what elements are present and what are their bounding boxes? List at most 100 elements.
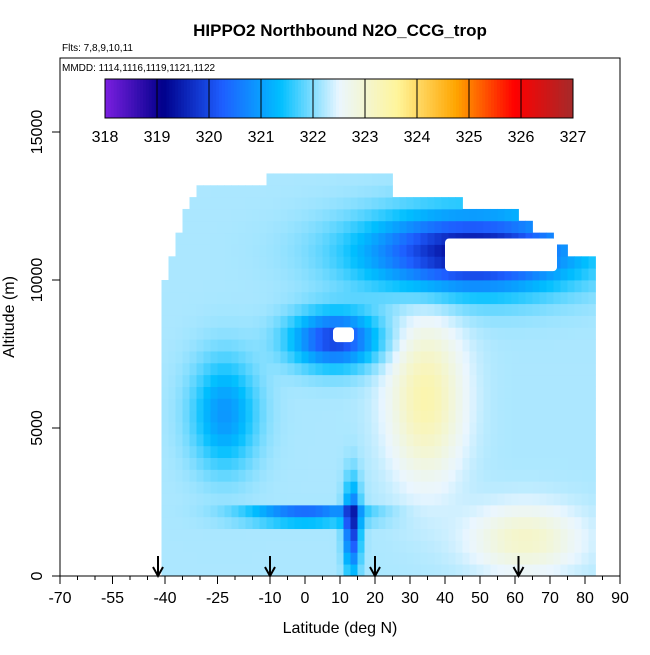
heatmap-cell bbox=[378, 351, 386, 364]
heatmap-cell bbox=[357, 256, 365, 269]
heatmap-cell bbox=[266, 280, 274, 293]
heatmap-cell bbox=[182, 433, 190, 447]
heatmap-cell bbox=[406, 528, 414, 541]
heatmap-cell bbox=[567, 433, 575, 447]
heatmap-cell bbox=[182, 552, 190, 565]
heatmap-cell bbox=[245, 315, 253, 328]
heatmap-cell bbox=[336, 481, 344, 494]
heatmap-cell bbox=[378, 564, 386, 577]
heatmap-cell bbox=[238, 220, 246, 234]
heatmap-cell bbox=[406, 268, 414, 281]
heatmap-cell bbox=[504, 398, 512, 411]
heatmap-cell bbox=[378, 374, 386, 387]
heatmap-cell bbox=[371, 410, 379, 423]
heatmap-cell bbox=[567, 564, 575, 577]
heatmap-cell bbox=[385, 256, 393, 269]
heatmap-cell bbox=[462, 504, 470, 518]
heatmap-cell bbox=[203, 291, 211, 305]
heatmap-cell bbox=[308, 351, 316, 364]
heatmap-cell bbox=[315, 457, 323, 470]
heatmap-cell bbox=[252, 374, 260, 387]
heatmap-cell bbox=[231, 469, 239, 482]
heatmap-cell bbox=[217, 208, 225, 222]
colorbar-swatch bbox=[499, 79, 504, 118]
heatmap-cell bbox=[434, 232, 442, 245]
heatmap-cell bbox=[546, 327, 554, 340]
heatmap-cell bbox=[343, 481, 351, 494]
heatmap-cell bbox=[476, 457, 484, 470]
heatmap-cell bbox=[490, 268, 498, 281]
heatmap-cell bbox=[203, 386, 211, 399]
heatmap-cell bbox=[168, 268, 176, 281]
heatmap-cell bbox=[266, 493, 274, 506]
heatmap-cell bbox=[273, 386, 281, 399]
heatmap-cell bbox=[392, 540, 400, 553]
heatmap-cell bbox=[196, 433, 204, 447]
heatmap-cell bbox=[469, 516, 477, 530]
colorbar-swatch bbox=[300, 79, 305, 118]
colorbar-swatch bbox=[450, 79, 454, 118]
heatmap-cell bbox=[280, 268, 288, 281]
heatmap-cell bbox=[469, 493, 477, 506]
heatmap-cell bbox=[252, 339, 260, 352]
heatmap-cell bbox=[266, 185, 274, 198]
heatmap-cell bbox=[315, 481, 323, 494]
heatmap-cell bbox=[504, 445, 512, 458]
heatmap-cell bbox=[413, 256, 421, 269]
heatmap-cell bbox=[189, 410, 197, 423]
heatmap-cell bbox=[301, 291, 309, 305]
heatmap-cell bbox=[581, 362, 589, 376]
heatmap-cell bbox=[315, 493, 323, 506]
heatmap-cell bbox=[266, 173, 274, 186]
heatmap-cell bbox=[329, 208, 337, 222]
heatmap-cell bbox=[196, 552, 204, 565]
heatmap-cell bbox=[378, 386, 386, 399]
heatmap-cell bbox=[588, 493, 596, 506]
heatmap-cell bbox=[462, 220, 470, 234]
heatmap-cell bbox=[497, 540, 505, 553]
heatmap-cell bbox=[161, 374, 169, 387]
heatmap-cell bbox=[546, 291, 554, 305]
heatmap-cell bbox=[518, 351, 526, 364]
heatmap-cell bbox=[392, 339, 400, 352]
heatmap-cell bbox=[497, 374, 505, 387]
heatmap-cell bbox=[294, 315, 302, 328]
heatmap-cell bbox=[259, 232, 267, 245]
heatmap-cell bbox=[504, 552, 512, 565]
heatmap-cell bbox=[560, 552, 568, 565]
heatmap-cell bbox=[518, 410, 526, 423]
heatmap-cell bbox=[504, 528, 512, 541]
heatmap-cell bbox=[441, 268, 449, 281]
heatmap-cell bbox=[413, 457, 421, 470]
heatmap-cell bbox=[161, 481, 169, 494]
heatmap-cell bbox=[392, 256, 400, 269]
heatmap-cell bbox=[315, 516, 323, 530]
colorbar-swatch bbox=[113, 79, 118, 118]
colorbar-swatch bbox=[543, 79, 548, 118]
heatmap-cell bbox=[413, 516, 421, 530]
heatmap-cell bbox=[469, 540, 477, 553]
heatmap-cell bbox=[357, 516, 365, 530]
heatmap-cell bbox=[378, 173, 386, 186]
heatmap-cell bbox=[497, 220, 505, 234]
heatmap-cell bbox=[448, 327, 456, 340]
heatmap-cell bbox=[581, 528, 589, 541]
heatmap-cell bbox=[497, 433, 505, 447]
colorbar-swatch bbox=[438, 79, 442, 118]
heatmap-cell bbox=[301, 504, 309, 518]
heatmap-cell bbox=[252, 422, 260, 435]
heatmap-cell bbox=[497, 339, 505, 352]
heatmap-cell bbox=[455, 469, 463, 482]
heatmap-cell bbox=[231, 398, 239, 411]
heatmap-cell bbox=[371, 197, 379, 210]
heatmap-cell bbox=[483, 374, 491, 387]
heatmap-cell bbox=[364, 445, 372, 458]
heatmap-cell bbox=[336, 256, 344, 269]
heatmap-cell bbox=[378, 303, 386, 316]
heatmap-cell bbox=[434, 374, 442, 387]
heatmap-cell bbox=[497, 327, 505, 340]
heatmap-cell bbox=[364, 208, 372, 222]
heatmap-cell bbox=[364, 256, 372, 269]
heatmap-cell bbox=[469, 564, 477, 577]
heatmap-cell bbox=[420, 504, 428, 518]
